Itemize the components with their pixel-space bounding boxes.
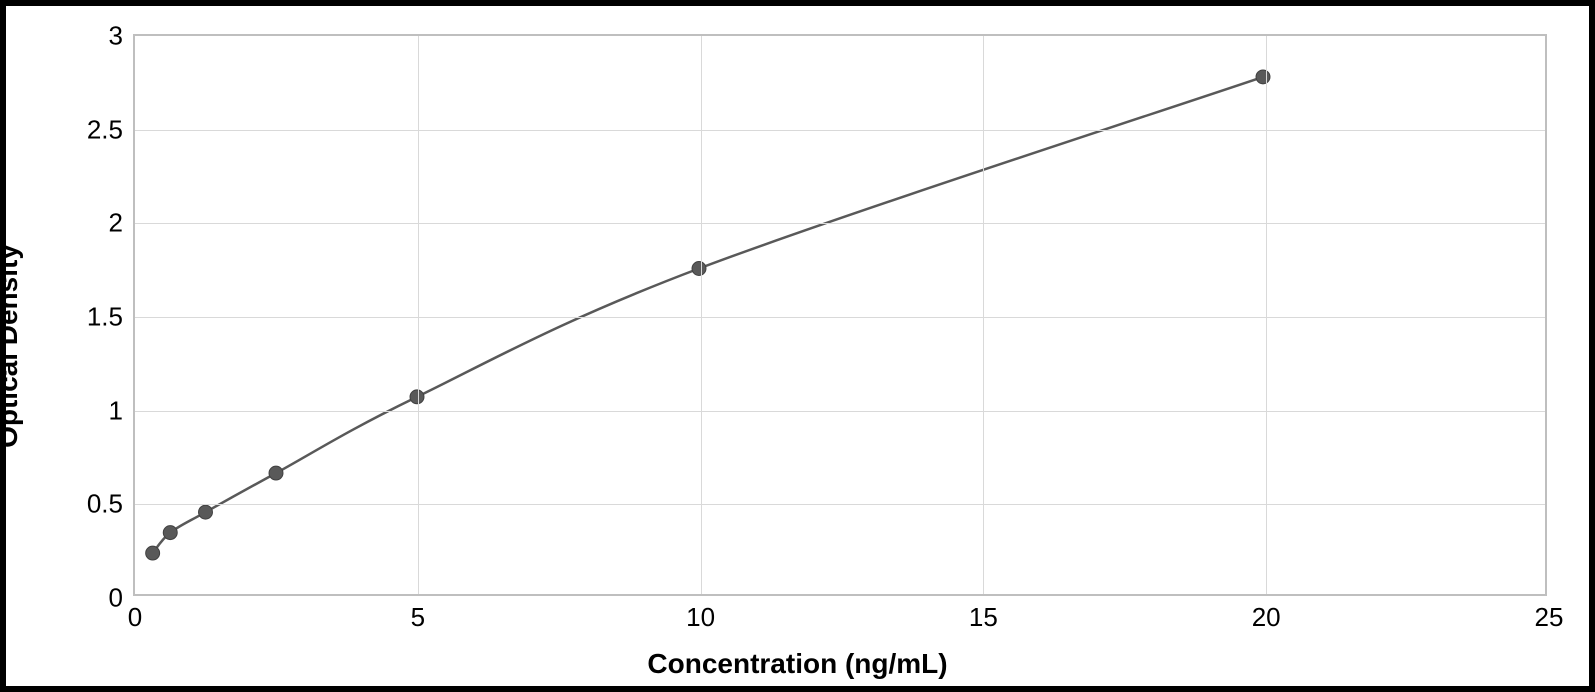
- chart-wrap: Optical Density 051015202500.511.522.53 …: [18, 14, 1577, 678]
- data-point: [1256, 70, 1270, 84]
- x-tick-label: 20: [1252, 602, 1281, 633]
- y-tick-label: 2.5: [87, 114, 123, 145]
- gridline-horizontal: [135, 504, 1545, 505]
- data-point: [269, 466, 283, 480]
- y-axis-label: Optical Density: [0, 244, 24, 448]
- x-tick-label: 25: [1535, 602, 1564, 633]
- x-tick-label: 15: [969, 602, 998, 633]
- gridline-horizontal: [135, 130, 1545, 131]
- gridline-horizontal: [135, 411, 1545, 412]
- chart-frame: Optical Density 051015202500.511.522.53 …: [0, 0, 1595, 692]
- x-tick-label: 5: [411, 602, 425, 633]
- y-tick-label: 1.5: [87, 302, 123, 333]
- x-axis-label: Concentration (ng/mL): [647, 648, 947, 680]
- series-svg: [135, 36, 1545, 594]
- y-tick-label: 1: [109, 395, 123, 426]
- y-tick-label: 3: [109, 21, 123, 52]
- gridline-horizontal: [135, 317, 1545, 318]
- data-point: [692, 262, 706, 276]
- x-tick-label: 0: [128, 602, 142, 633]
- gridline-vertical: [983, 36, 984, 594]
- gridline-vertical: [418, 36, 419, 594]
- plot-area: 051015202500.511.522.53: [133, 34, 1547, 596]
- series-line: [153, 77, 1263, 553]
- y-tick-label: 0.5: [87, 489, 123, 520]
- y-tick-label: 0: [109, 583, 123, 614]
- data-point: [199, 505, 213, 519]
- y-tick-label: 2: [109, 208, 123, 239]
- data-point: [146, 546, 160, 560]
- data-point: [163, 526, 177, 540]
- plot-outer: 051015202500.511.522.53: [133, 34, 1547, 596]
- gridline-vertical: [1266, 36, 1267, 594]
- x-tick-label: 10: [686, 602, 715, 633]
- gridline-horizontal: [135, 223, 1545, 224]
- gridline-vertical: [701, 36, 702, 594]
